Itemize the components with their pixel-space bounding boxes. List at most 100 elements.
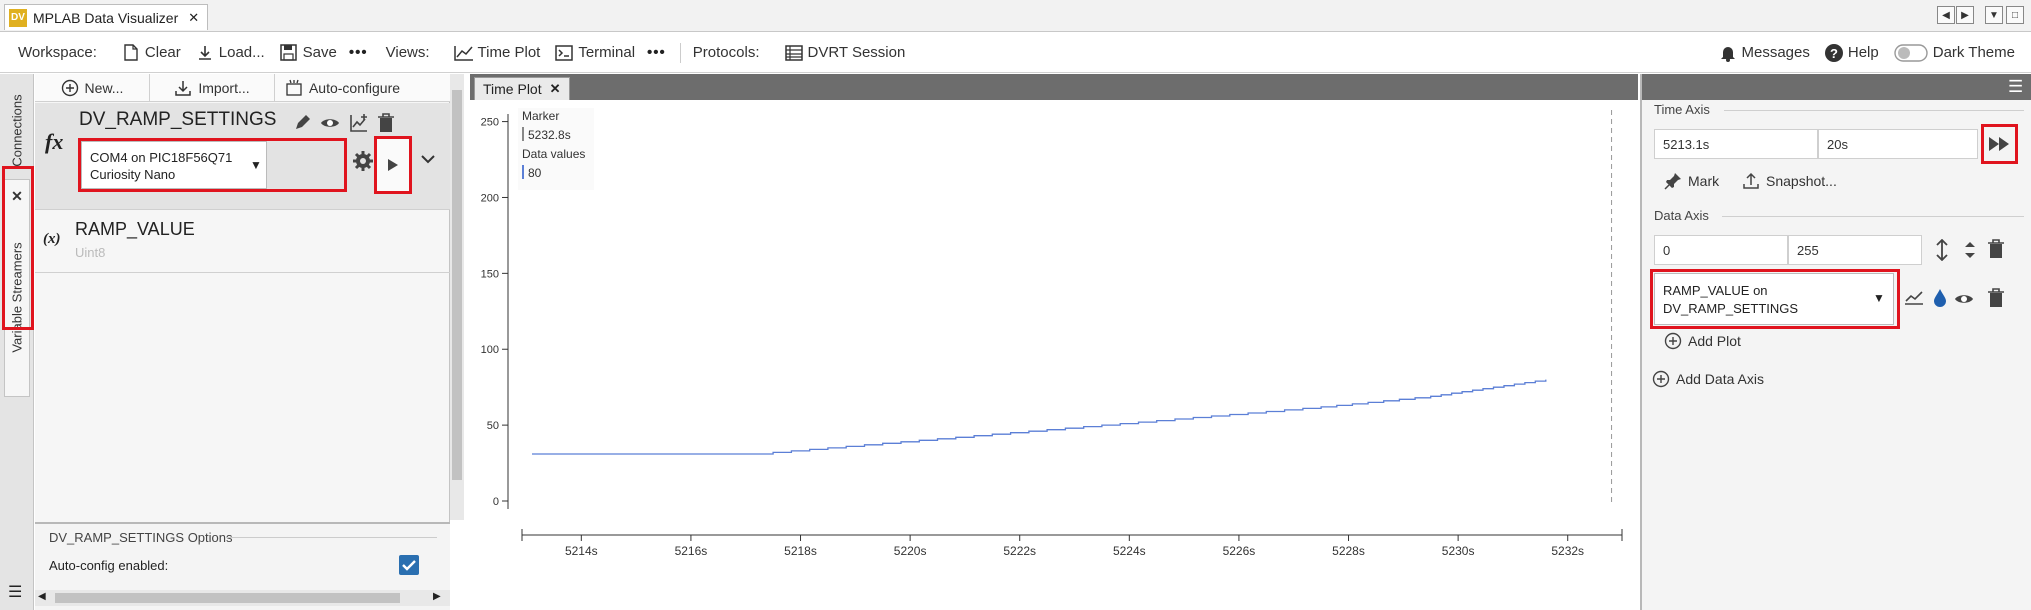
trash-icon[interactable] xyxy=(377,113,395,138)
import-icon xyxy=(174,79,192,97)
fx-icon: fx xyxy=(45,129,64,154)
autoscale-icon[interactable] xyxy=(1934,238,1950,266)
visibility-eye-icon[interactable] xyxy=(1954,292,1974,311)
marker-time-bar xyxy=(522,127,524,141)
import-button[interactable]: Import... xyxy=(150,74,275,101)
expand-chevron-icon[interactable] xyxy=(421,151,435,169)
side-rail: Connections ✕ Variable Streamers ☰ xyxy=(0,74,34,610)
help-button[interactable]: ? Help xyxy=(1824,43,1879,63)
time-plot-button[interactable]: Time Plot xyxy=(453,43,540,63)
time-plot-chart[interactable]: 0 50 100 150 200 250 5214s 5216s 5218s 5220s 5222s… xyxy=(470,100,1638,610)
plot-source-select[interactable]: RAMP_VALUE on DV_RAMP_SETTINGS ▼ xyxy=(1654,273,1894,325)
options-horizontal-scrollbar[interactable]: ◀ ▶ xyxy=(35,590,450,606)
terminal-button[interactable]: Terminal xyxy=(554,43,635,63)
scrollbar-thumb[interactable] xyxy=(452,90,462,480)
left-panel-scrollbar[interactable] xyxy=(450,74,464,520)
data-max-field[interactable]: 255 xyxy=(1788,235,1922,265)
x-tick-label: 5222s xyxy=(1003,544,1036,558)
stepper-icon[interactable] xyxy=(1963,240,1977,265)
start-streaming-button[interactable] xyxy=(377,139,409,191)
time-window-field[interactable]: 20s xyxy=(1818,129,1978,159)
app-title: MPLAB Data Visualizer xyxy=(33,9,179,26)
help-icon: ? xyxy=(1824,43,1844,63)
scroll-left-arrow-icon[interactable]: ◀ xyxy=(38,591,46,602)
minimize-icon[interactable]: ▼ xyxy=(1985,6,2003,24)
main-toolbar: Workspace: Clear Load... Save ••• Views:… xyxy=(0,33,2031,73)
source-select-value: COM4 on PIC18F56Q71 Curiosity Nano xyxy=(90,150,233,182)
auto-config-label: Auto-config enabled: xyxy=(49,558,169,573)
view-tab-strip: Time Plot ✕ xyxy=(470,74,1638,100)
maximize-icon[interactable]: □ xyxy=(2006,6,2024,24)
add-data-axis-button[interactable]: Add Data Axis xyxy=(1652,370,1764,388)
x-tick-label: 5218s xyxy=(784,544,817,558)
y-tick-label: 0 xyxy=(493,496,499,508)
time-start-field[interactable]: 5213.1s xyxy=(1654,129,1818,159)
mark-button[interactable]: Mark xyxy=(1664,172,1719,190)
variable-type: Uint8 xyxy=(75,245,106,260)
streamer-card[interactable]: fx DV_RAMP_SETTINGS COM4 on PIC18F56Q71 … xyxy=(35,103,450,210)
plot-settings-panel: ☰ Time Axis 5213.1s 20s Mark Snapshot...… xyxy=(1640,74,2031,610)
gear-icon[interactable] xyxy=(352,150,374,177)
load-button[interactable]: Load... xyxy=(195,43,265,63)
chevron-down-icon: ▼ xyxy=(250,158,262,172)
workspace-more-button[interactable]: ••• xyxy=(348,44,368,61)
views-more-button[interactable]: ••• xyxy=(647,44,666,61)
add-plot-icon[interactable] xyxy=(349,113,369,138)
auto-config-checkbox[interactable] xyxy=(399,555,419,575)
x-tick-label: 5216s xyxy=(675,544,708,558)
dvrt-session-button[interactable]: DVRT Session xyxy=(784,43,905,63)
variable-icon: (x) xyxy=(43,231,61,247)
add-plot-button[interactable]: Add Plot xyxy=(1664,332,1741,350)
y-tick-label: 150 xyxy=(481,268,499,280)
y-tick-label: 100 xyxy=(481,344,499,356)
data-value: 80 xyxy=(528,166,542,180)
source-select[interactable]: COM4 on PIC18F56Q71 Curiosity Nano ▼ xyxy=(81,141,267,189)
save-icon xyxy=(279,43,299,63)
delete-axis-icon[interactable] xyxy=(1987,239,2005,264)
close-panel-icon[interactable]: ✕ xyxy=(11,188,23,204)
close-tab-icon[interactable]: ✕ xyxy=(549,81,561,96)
scroll-left-icon[interactable]: ◀ xyxy=(1937,6,1955,24)
dark-theme-toggle[interactable]: Dark Theme xyxy=(1893,43,2015,63)
clear-button[interactable]: Clear xyxy=(121,43,181,63)
highlight-box xyxy=(1981,124,2018,164)
auto-configure-icon xyxy=(285,79,303,97)
scroll-right-icon[interactable]: ▶ xyxy=(1956,6,1974,24)
menu-icon[interactable]: ☰ xyxy=(8,584,23,601)
connections-tab[interactable]: Connections xyxy=(9,93,25,167)
app-window-tab[interactable]: DV MPLAB Data Visualizer ✕ xyxy=(4,4,209,30)
y-tick-label: 200 xyxy=(481,192,499,204)
line-style-icon[interactable] xyxy=(1904,290,1924,311)
options-divider xyxy=(227,537,437,538)
variable-row[interactable]: (x) RAMP_VALUE Uint8 xyxy=(35,211,450,273)
x-tick-label: 5226s xyxy=(1223,544,1256,558)
time-plot-view: Time Plot ✕ 0 50 100 150 200 250 5214s 5216s 521… xyxy=(470,74,1638,610)
new-button[interactable]: New... xyxy=(35,74,150,101)
tab-time-plot[interactable]: Time Plot ✕ xyxy=(474,77,570,100)
section-divider xyxy=(1722,216,2024,217)
toolbar-divider xyxy=(679,42,681,63)
close-tab-icon[interactable]: ✕ xyxy=(188,9,200,25)
terminal-icon xyxy=(554,43,574,63)
variable-streamers-panel: New... Import... Auto-configure fx DV_RA… xyxy=(35,74,464,610)
edit-icon[interactable] xyxy=(293,114,311,137)
panel-menu-icon[interactable]: ☰ xyxy=(2008,77,2024,96)
messages-button[interactable]: Messages xyxy=(1718,43,1810,63)
color-drop-icon[interactable] xyxy=(1932,288,1948,313)
streamer-toolbar: New... Import... Auto-configure xyxy=(35,74,450,102)
scroll-right-arrow-icon[interactable]: ▶ xyxy=(433,591,441,602)
snapshot-button[interactable]: Snapshot... xyxy=(1742,172,1837,190)
highlight-box xyxy=(1650,269,1900,329)
highlight-box xyxy=(78,138,347,192)
eye-icon[interactable] xyxy=(320,115,340,136)
x-tick-label: 5214s xyxy=(565,544,598,558)
auto-configure-button[interactable]: Auto-configure xyxy=(275,74,410,101)
variable-name: RAMP_VALUE xyxy=(75,219,195,239)
fast-forward-button[interactable] xyxy=(1983,127,2015,161)
series-line-0 xyxy=(532,379,1547,455)
save-button[interactable]: Save xyxy=(279,43,337,63)
delete-plot-icon[interactable] xyxy=(1987,288,2005,313)
scrollbar-thumb[interactable] xyxy=(55,593,400,603)
data-min-field[interactable]: 0 xyxy=(1654,235,1788,265)
plus-circle-icon xyxy=(61,79,79,97)
